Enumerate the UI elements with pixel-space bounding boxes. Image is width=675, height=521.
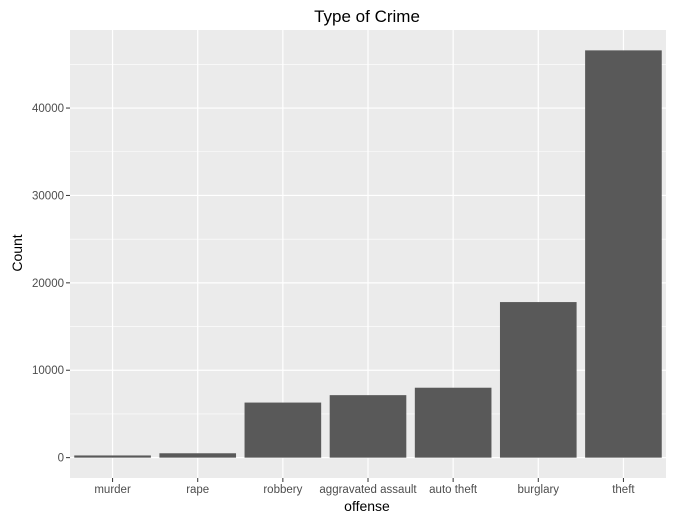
x-tick-label: burglary <box>518 484 560 496</box>
x-tick-label: murder <box>94 484 131 496</box>
y-tick-label: 20000 <box>32 278 64 290</box>
y-axis-title: Count <box>9 234 25 271</box>
bar-auto-theft <box>414 387 492 458</box>
bar-rape <box>159 453 237 458</box>
bar-murder <box>74 455 151 458</box>
major-gridlines <box>70 30 666 478</box>
y-tick-label: 0 <box>58 453 64 465</box>
bar-theft <box>585 50 662 458</box>
x-tick-label: auto theft <box>429 484 478 496</box>
x-axis: murder rape robbery aggravated assault auto … <box>94 478 635 496</box>
bar-robbery <box>244 402 322 458</box>
y-axis: 0 10000 20000 30000 40000 <box>32 103 70 465</box>
x-axis-title: offense <box>344 498 390 514</box>
bar-burglary <box>499 302 577 458</box>
y-tick-label: 40000 <box>32 103 64 115</box>
x-tick-label: robbery <box>263 484 302 496</box>
chart-title: Type of Crime <box>314 7 420 26</box>
y-tick-label: 10000 <box>32 365 64 377</box>
x-tick-label: rape <box>186 484 209 496</box>
bar-aggravated-assault <box>329 395 407 458</box>
y-tick-label: 30000 <box>32 190 64 202</box>
bars <box>74 50 662 458</box>
x-tick-label: theft <box>612 484 635 496</box>
x-tick-label: aggravated assault <box>319 484 417 496</box>
